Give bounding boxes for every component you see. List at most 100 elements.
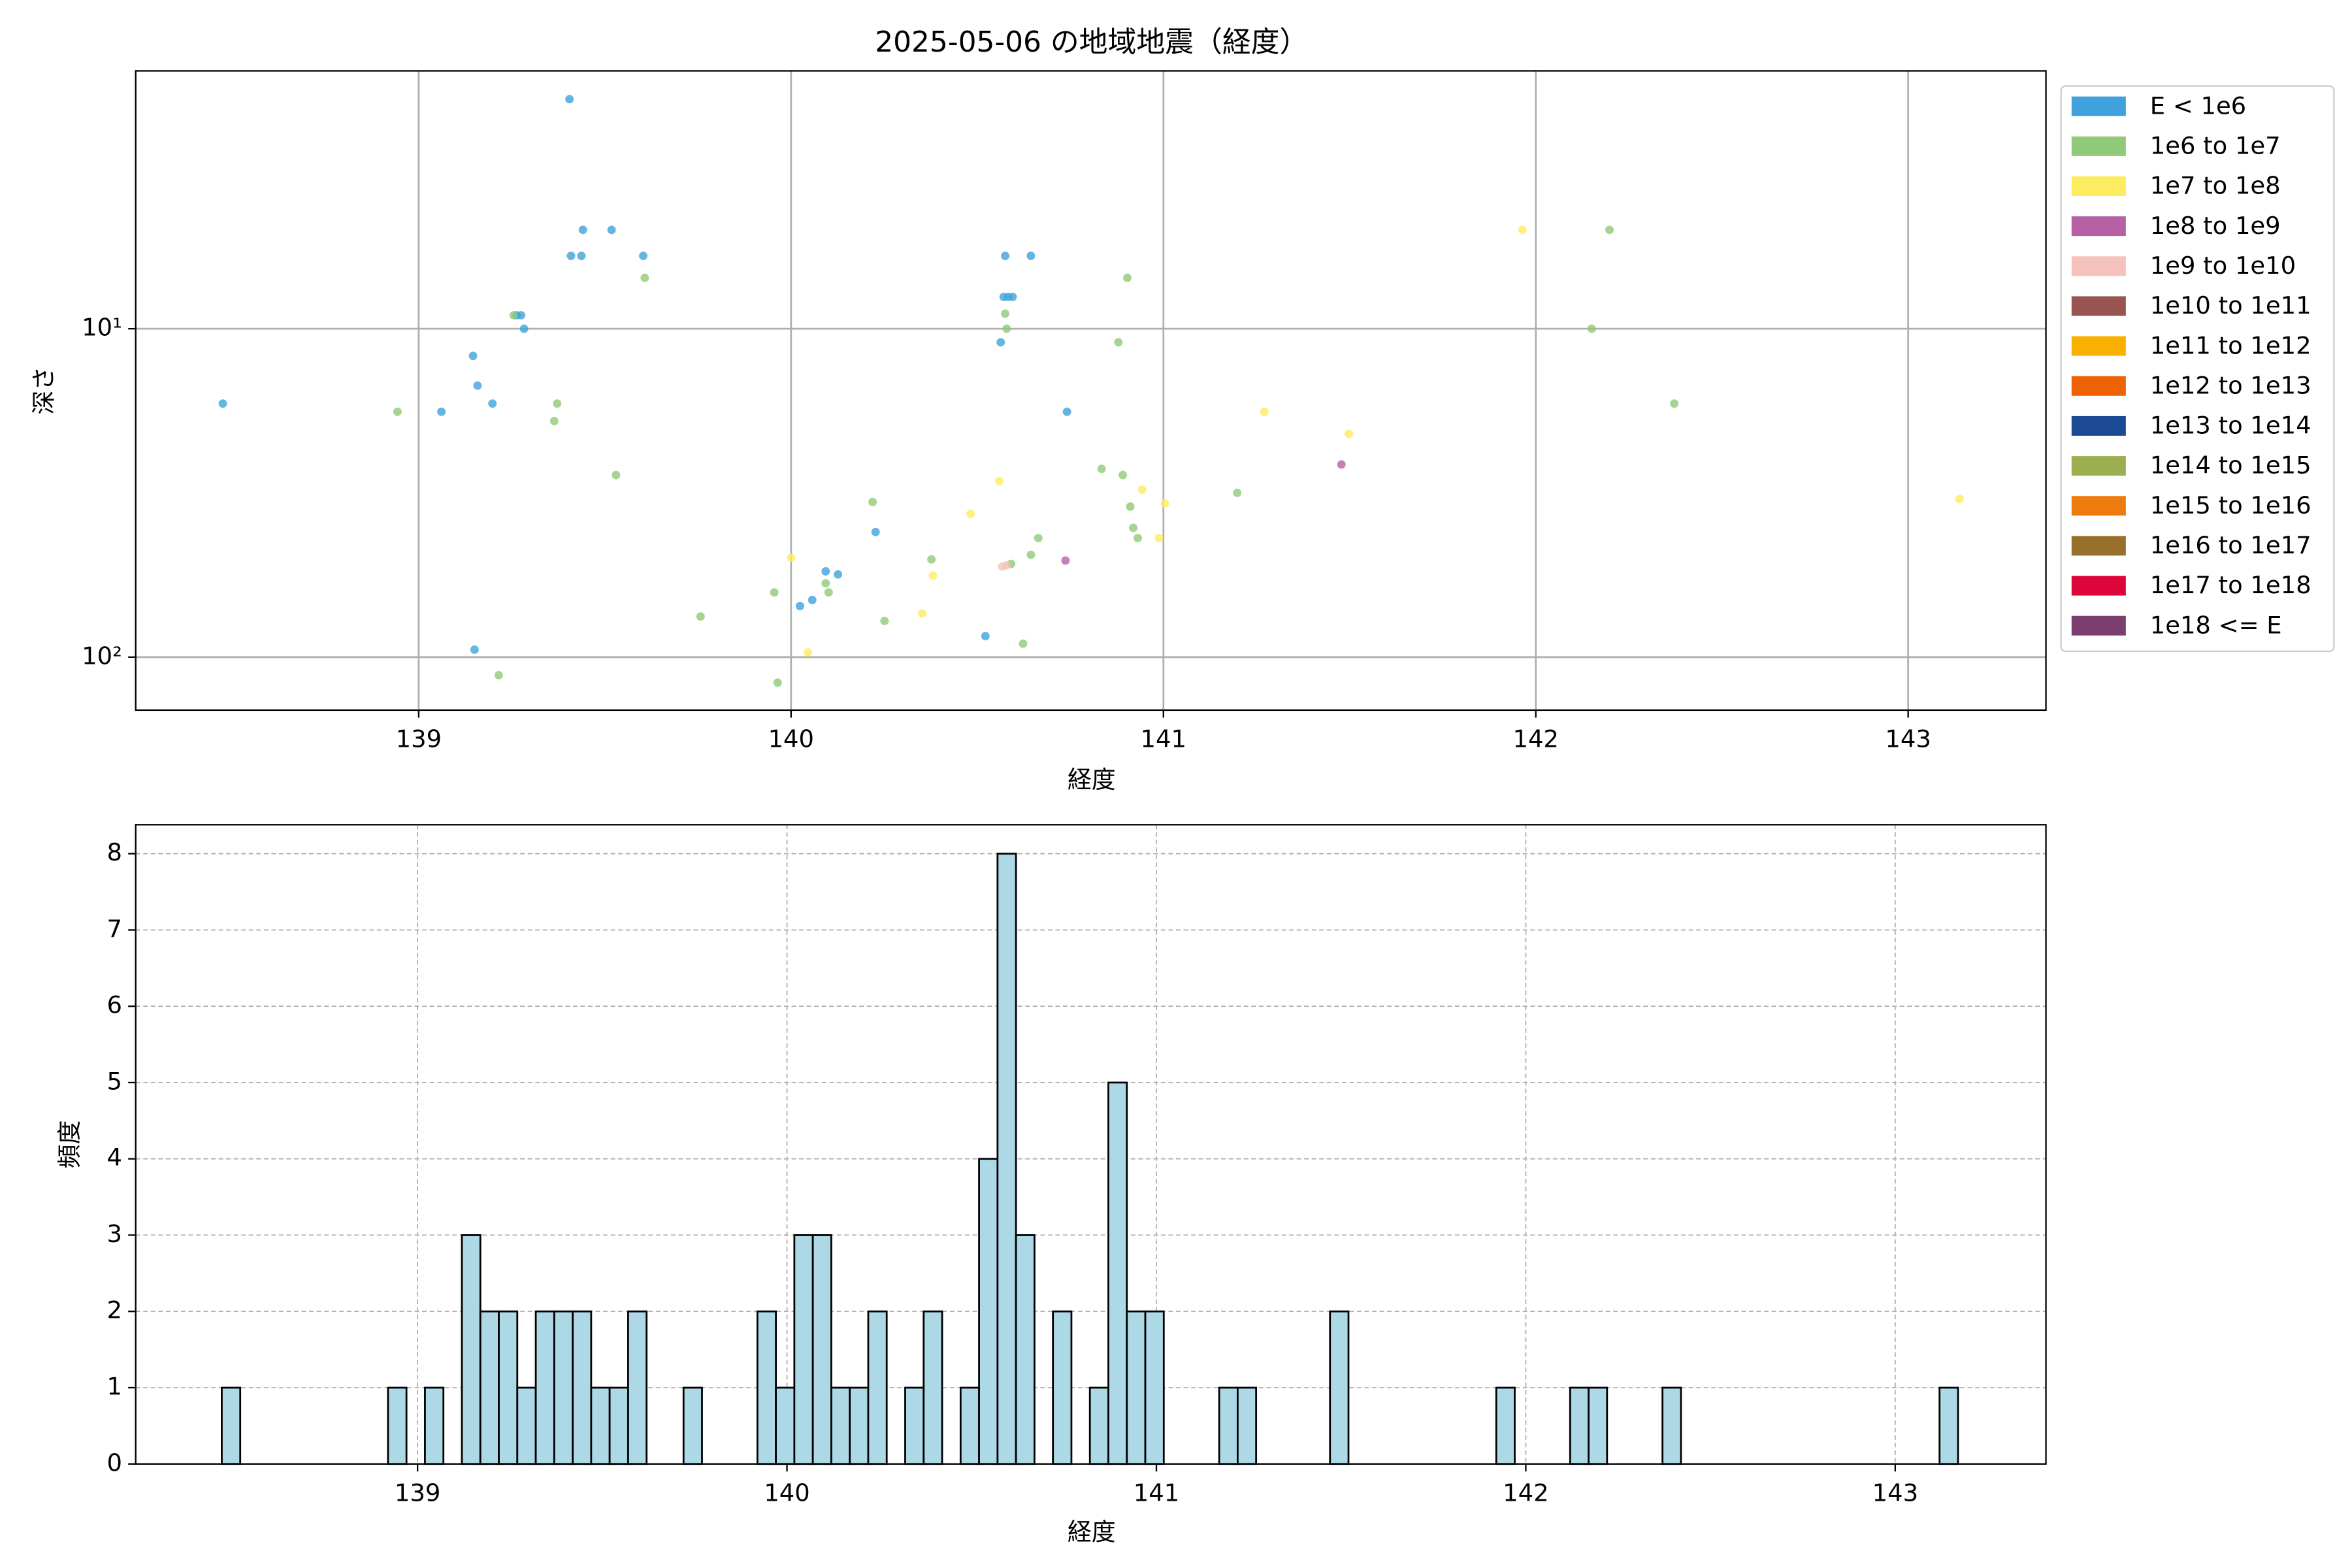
histogram-bar [479,1310,500,1465]
y-tick-label: 1 [106,1373,122,1401]
scatter-point [994,476,1004,485]
legend-swatch [2071,376,2126,396]
y-tick-label: 3 [106,1220,122,1248]
histogram-bar [1144,1310,1165,1465]
x-tick-label: 142 [1512,725,1558,753]
histogram-bar [1236,1386,1258,1465]
scatter-point [1001,309,1009,318]
scatter-point [1119,470,1128,480]
scatter-point [1026,550,1036,559]
plot-frame [135,70,2047,711]
scatter-point [1518,225,1527,235]
legend-swatch [2071,256,2126,276]
scatter-point [1129,523,1138,532]
histogram-bar [830,1386,851,1465]
legend-label: 1e17 to 1e18 [2150,571,2311,599]
histogram-bar [904,1386,925,1465]
scatter-point [1337,460,1346,469]
histogram-bar [553,1310,574,1465]
legend-swatch [2071,96,2126,116]
legend-label: 1e9 to 1e10 [2150,252,2296,280]
scatter-point [1034,534,1043,543]
scatter-point [821,579,830,588]
scatter-point [981,632,990,641]
scatter-point [696,612,705,621]
legend-swatch [2071,336,2126,356]
scatter-point [770,588,779,597]
y-tick-label: 2 [106,1296,122,1324]
histogram-bar [1218,1386,1239,1465]
histogram-bar [1052,1310,1073,1465]
legend-box [2060,85,2335,653]
legend-label: 1e18 <= E [2150,611,2282,639]
x-tick-label: 139 [396,725,442,753]
x-axis-label: 経度 [1068,766,1116,794]
legend-swatch [2071,176,2126,196]
y-tick-label: 5 [106,1067,122,1095]
legend-label: 1e13 to 1e14 [2150,412,2311,440]
scatter-point [1955,495,1964,504]
histogram-bar [1015,1234,1036,1465]
histogram-bar [516,1386,537,1465]
histogram-bar [1088,1386,1109,1465]
scatter-point [1008,292,1017,301]
legend-swatch [2071,216,2126,237]
scatter-point [549,416,559,425]
y-tick-label: 6 [106,991,122,1019]
scatter-point [868,497,877,506]
histogram-bar [793,1234,814,1465]
histogram-bar [572,1310,593,1465]
scatter-point [1097,465,1106,473]
legend-label: 1e10 to 1e11 [2150,291,2311,319]
scatter-point [927,555,936,564]
scatter-point [607,225,616,235]
scatter-point [917,609,926,618]
scatter-point [1133,534,1142,543]
histogram-bar [1495,1386,1516,1465]
legend-label: 1e11 to 1e12 [2150,331,2311,359]
scatter-point [1026,252,1036,261]
legend-swatch [2071,576,2126,596]
scatter-point [1123,273,1132,282]
scatter-point [519,324,529,333]
scatter-point [871,527,880,536]
histogram-bar [424,1386,445,1465]
y-axis-label: 深さ [30,367,58,415]
scatter-point [1019,639,1028,648]
scatter-point [928,571,938,580]
legend-swatch [2071,615,2126,636]
scatter-point [218,399,227,408]
scatter-point [880,616,889,625]
scatter-point [1587,324,1596,333]
legend-label: E < 1e6 [2150,91,2246,120]
histogram-bar [387,1386,408,1465]
scatter-point [639,252,647,261]
scatter-point [553,399,562,408]
scatter-point [1160,498,1169,508]
x-tick-label: 143 [1872,1478,1918,1507]
histogram-bar [959,1386,980,1465]
scatter-point [1062,407,1071,416]
legend-label: 1e14 to 1e15 [2150,451,2311,480]
histogram-bar [461,1234,482,1465]
scatter-point [996,338,1005,347]
y-tick-label: 7 [106,915,122,943]
x-tick-label: 142 [1503,1478,1548,1507]
scatter-point [494,670,503,679]
scatter-point [566,252,576,261]
scatter-point [803,648,812,657]
histogram-bar [1569,1386,1590,1465]
histogram-bar [849,1386,870,1465]
y-tick-label: 10¹ [82,314,122,342]
histogram-bar [978,1158,999,1465]
scatter-point [1605,225,1614,235]
legend-swatch [2071,536,2126,556]
x-tick-label: 140 [768,725,814,753]
scatter-point [1002,324,1011,333]
histogram-bar [1107,1081,1128,1465]
y-tick-label: 8 [106,838,122,866]
histogram-bar [627,1310,648,1465]
histogram-bar [608,1386,629,1465]
histogram-bar [1588,1386,1609,1465]
